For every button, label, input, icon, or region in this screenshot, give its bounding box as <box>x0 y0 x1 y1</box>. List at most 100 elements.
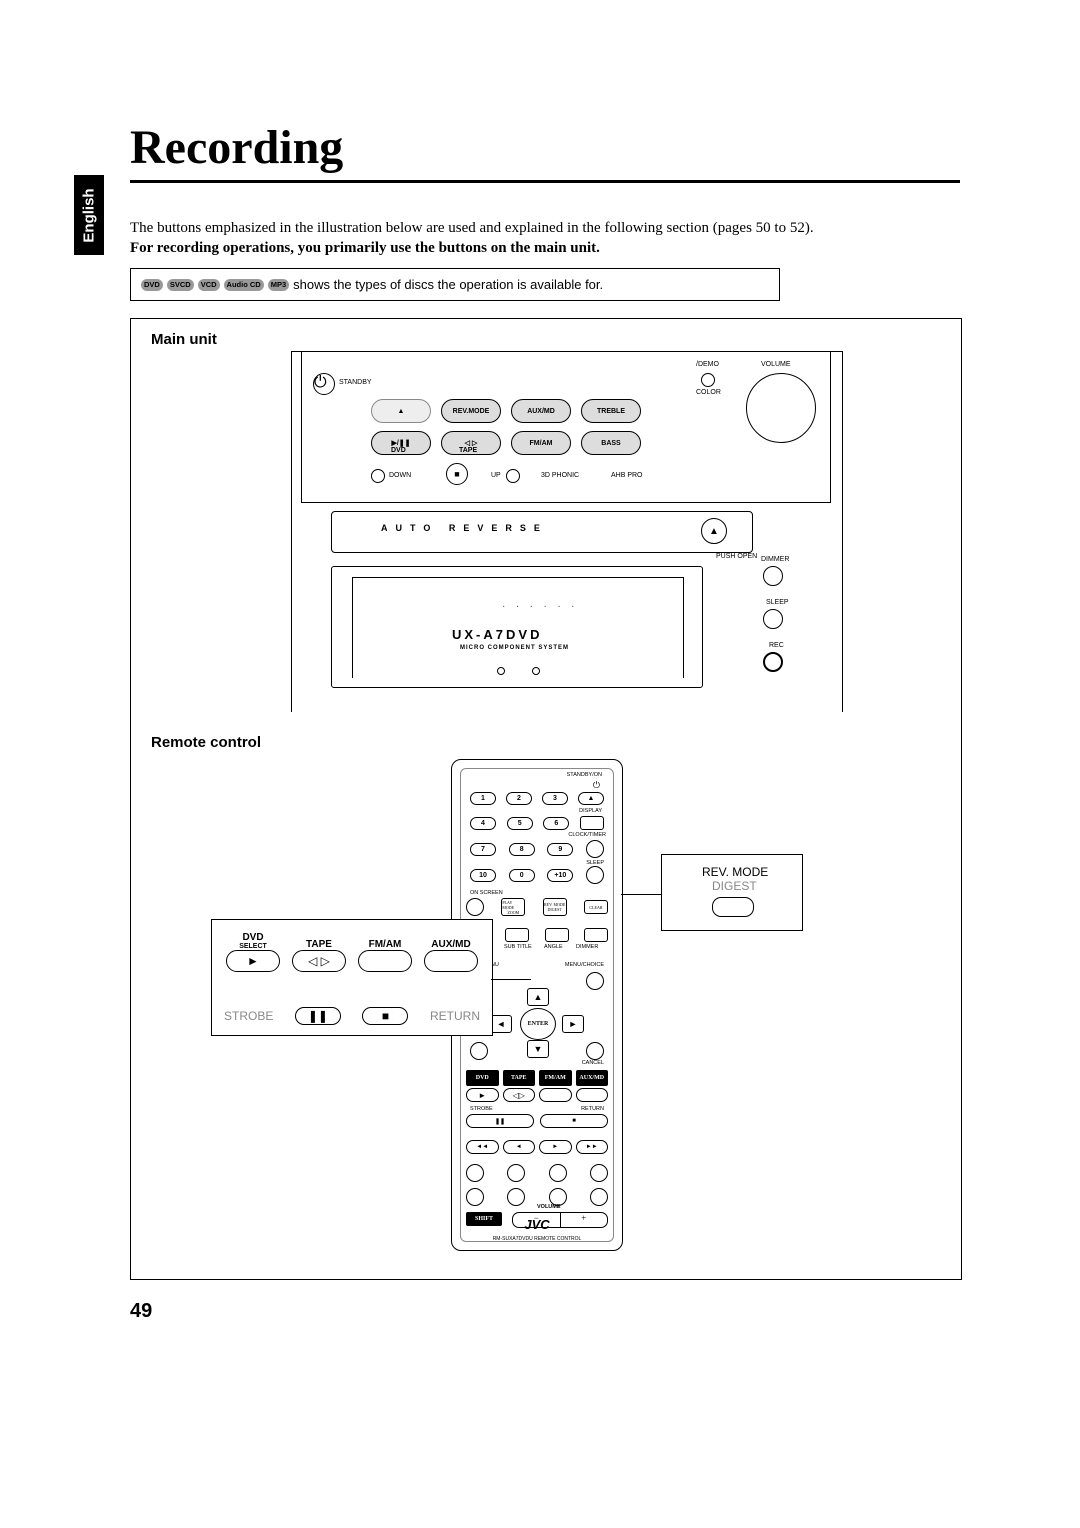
decorative-dots: · · · · · · <box>502 602 578 613</box>
rc-sleep-btn <box>586 866 604 884</box>
rc-onscreen-btn <box>466 898 484 916</box>
language-tab-label: English <box>81 188 98 242</box>
ct-auxmd-btn <box>424 950 478 972</box>
ct-auxmd: AUX/MD <box>422 928 480 972</box>
rc-pause-stop-row: ❚❚ ■ <box>466 1114 608 1128</box>
standby-button: ⏻ <box>313 373 335 395</box>
rc-num-8: 8 <box>509 843 535 856</box>
remote-heading: Remote control <box>151 734 261 751</box>
phonic-label: 3D PHONIC <box>541 472 579 479</box>
rc-tape-dir-btn: ◁▷ <box>503 1088 536 1102</box>
rc-subtitle-label: SUB TITLE <box>504 944 532 950</box>
rc-src-dvd: DVD <box>466 1070 499 1086</box>
rc-menuchoice-label: MENU/CHOICE <box>565 962 604 968</box>
rc-rew-btn: ◄ <box>503 1140 536 1154</box>
page-title: Recording <box>130 120 343 175</box>
rc-num-row-1: 1 2 3 ▲ <box>470 792 604 805</box>
rc-dimmer-label: DIMMER <box>576 944 598 950</box>
rec-button <box>763 652 783 672</box>
rc-return-label: RETURN <box>581 1106 604 1112</box>
rc-cancel-btn <box>586 1042 604 1060</box>
rc-pause-btn: ❚❚ <box>466 1114 534 1128</box>
dvd-label: DVD <box>391 447 406 454</box>
rc-corner-btn-l <box>470 1042 488 1060</box>
disc-pill-svcd: SVCD <box>167 279 194 291</box>
ct-row1: DVDSELECT ► TAPE ◁ ▷ FM/AM AUX/MD <box>224 928 480 972</box>
disc-types-note: DVD SVCD VCD Audio CD MP3 shows the type… <box>130 268 780 301</box>
cassette-eject-button: ▲ <box>701 518 727 544</box>
rc-clock-label: CLOCK/TIMER <box>568 832 606 838</box>
rc-eject: ▲ <box>578 792 604 805</box>
ct-return-label: RETURN <box>430 1009 480 1023</box>
color-button <box>701 373 715 387</box>
volume-knob <box>746 373 816 443</box>
rc-ahbpro <box>590 1164 608 1182</box>
up-button <box>506 469 520 483</box>
rc-num-2: 2 <box>506 792 532 805</box>
rc-transport-row: ► ◁▷ <box>466 1088 608 1102</box>
ct-tape-label: TAPE <box>306 928 332 950</box>
sleep-label: SLEEP <box>766 599 789 606</box>
disc-pill-audiocd: Audio CD <box>224 279 264 291</box>
rc-volume-label: VOLUME <box>537 1204 561 1210</box>
rc-angle-label: ANGLE <box>544 944 563 950</box>
rc-num-row-4: 10 0 +10 <box>470 866 604 884</box>
rc-num-10: 10 <box>470 869 496 882</box>
rec-label: REC <box>769 642 784 649</box>
rc-skip-row: ◄◄ ◄ ► ►► <box>466 1140 608 1154</box>
bass-button: BASS <box>581 431 641 455</box>
intro-paragraph: The buttons emphasized in the illustrati… <box>130 218 960 238</box>
push-open-label: PUSH OPEN <box>716 553 757 560</box>
disc-pill-dvd: DVD <box>141 279 163 291</box>
volume-label: VOLUME <box>761 361 791 368</box>
rc-keyctrl-flat <box>466 1188 484 1206</box>
rc-nav-down: ▼ <box>527 1040 549 1058</box>
rc-num-6: 6 <box>543 817 569 830</box>
rc-standby-label: STANDBY/ON <box>567 772 602 778</box>
rc-digital-echo <box>507 1164 525 1182</box>
rc-strobe-label: STROBE <box>470 1106 493 1112</box>
language-tab: English <box>74 175 104 255</box>
disc-pill-vcd: VCD <box>198 279 220 291</box>
rc-source-row: DVD TAPE FM/AM AUX/MD <box>466 1070 608 1086</box>
rc-src-auxmd: AUX/MD <box>576 1070 609 1086</box>
rc-subtitle-btn <box>505 928 529 942</box>
callout-rev-mode: REV. MODE DIGEST <box>661 854 803 931</box>
rc-onscreen-label: ON SCREEN <box>470 890 503 896</box>
rc-num-row-2: 4 5 6 <box>470 816 604 830</box>
model-subtitle: MICRO COMPONENT SYSTEM <box>460 645 569 651</box>
rc-num-4: 4 <box>470 817 496 830</box>
screw-right <box>532 667 540 675</box>
up-label: UP <box>491 472 501 479</box>
callout-rev-line1: REV. MODE <box>702 865 768 879</box>
rc-display-btn <box>580 816 604 830</box>
rc-enter-btn: ENTER <box>520 1008 556 1040</box>
rc-fmmode <box>507 1188 525 1206</box>
ct-row2: STROBE ❚❚ ■ RETURN <box>224 1007 480 1025</box>
rc-menuchoice-btn <box>586 972 604 990</box>
rc-model: RM-SUXA7DVDU REMOTE CONTROL <box>452 1236 622 1242</box>
rc-revmode-btn: REV. MODEDIGEST <box>543 898 567 916</box>
standby-label: STANDBY <box>339 379 372 386</box>
stop-button: ■ <box>446 463 468 485</box>
rc-nav-right: ► <box>562 1015 584 1033</box>
title-underline <box>130 180 960 183</box>
rc-fmam-tr-btn <box>539 1088 572 1102</box>
auto-reverse-label: AUTO REVERSE <box>381 523 548 533</box>
rc-display-label: DISPLAY <box>579 808 602 814</box>
ct-fmam-btn <box>358 950 412 972</box>
ct-tape-btn: ◁ ▷ <box>292 950 346 972</box>
rc-next-btn: ►► <box>576 1140 609 1154</box>
dimmer-button <box>763 566 783 586</box>
figure-container: Main unit ⏻ STANDBY /DEMO COLOR VOLUME ▲… <box>130 318 962 1280</box>
rev-mode-button: REV.MODE <box>441 399 501 423</box>
ct-dvd-sub: SELECT <box>239 943 267 950</box>
rc-clock-btn <box>586 840 604 858</box>
rc-nav-up: ▲ <box>527 988 549 1006</box>
rc-brand: JVC <box>452 1217 622 1232</box>
ct-fmam: FM/AM <box>356 928 414 972</box>
ct-tape: TAPE ◁ ▷ <box>290 928 348 972</box>
model-name: UX-A7DVD <box>452 627 542 642</box>
intro-bold: For recording operations, you primarily … <box>130 238 960 258</box>
callout-transport-leader <box>491 979 531 980</box>
